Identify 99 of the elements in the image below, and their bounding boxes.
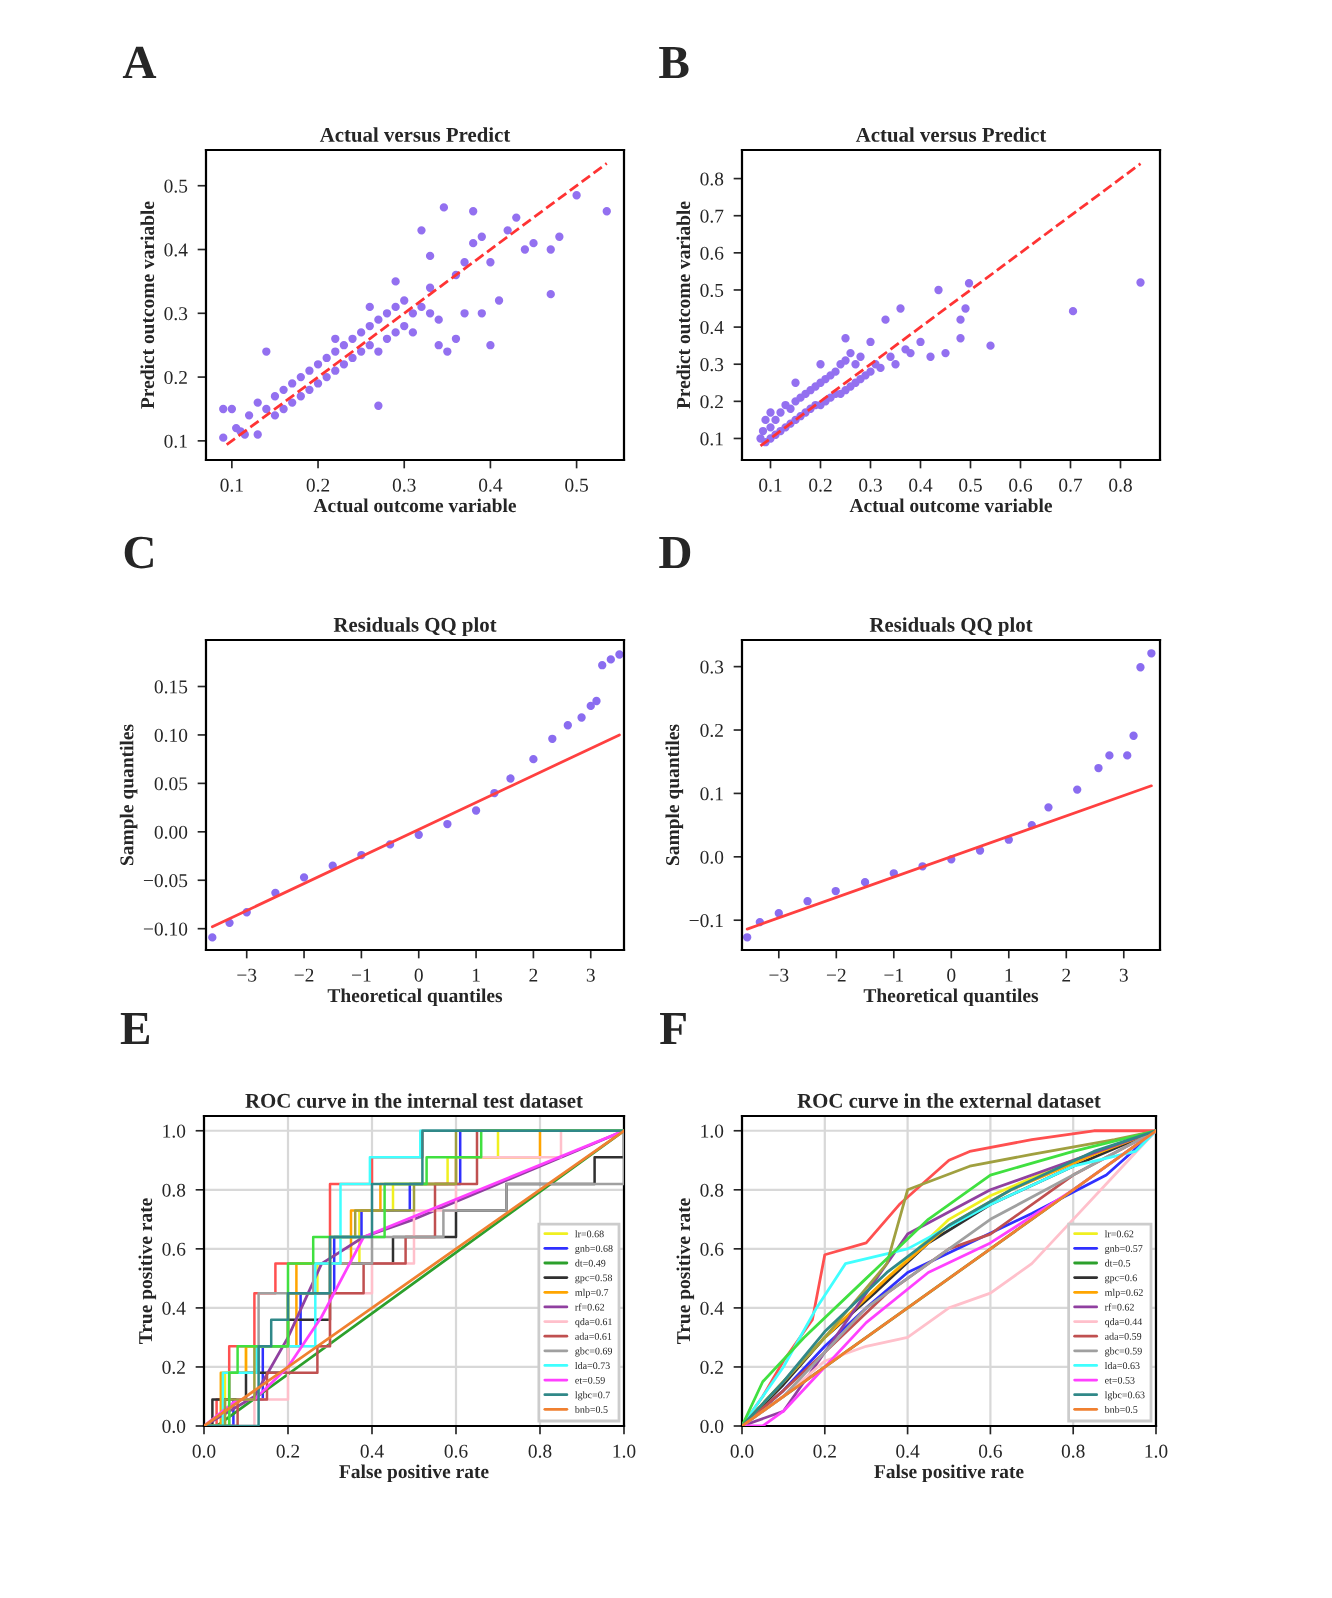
y-tick-label: 0.6 xyxy=(700,1242,724,1256)
x-tick-label: 1 xyxy=(1005,968,1013,982)
y-tick-label: 0.6 xyxy=(700,246,724,260)
y-tick-label: 0.5 xyxy=(164,179,188,193)
x-tick-label: 0.4 xyxy=(896,1444,920,1458)
y-tick-label: 0.4 xyxy=(162,1301,186,1315)
x-tick-label: 0.0 xyxy=(192,1444,216,1458)
x-tick-label: 0.6 xyxy=(444,1444,468,1458)
x-tick-label: 0.3 xyxy=(859,478,882,492)
y-tick-label: 0.2 xyxy=(164,370,187,385)
y-tick-label: −0.1 xyxy=(689,914,723,928)
text: E xyxy=(120,1013,150,1044)
y-tick-label: 0.0 xyxy=(162,1419,186,1434)
x-tick-label: 0.2 xyxy=(306,478,330,492)
x-axis-title: Theoretical quantiles xyxy=(327,988,503,1007)
x-tick-label: 0.2 xyxy=(276,1444,300,1458)
x-tick-label: 0.4 xyxy=(479,478,503,492)
y-axis-title: Predict outcome variable xyxy=(676,201,691,409)
x-tick-label: 0.1 xyxy=(220,478,243,492)
y-axis-title: True positive rate xyxy=(676,1198,695,1344)
x-tick-label: −3 xyxy=(237,968,257,982)
y-tick-label: 0.3 xyxy=(164,307,188,321)
y-tick-label: 0.00 xyxy=(154,825,188,839)
x-tick-label: 0 xyxy=(947,968,956,982)
y-axis-title: Sample quantiles xyxy=(119,724,138,865)
x-axis-title: False positive rate xyxy=(874,1464,1024,1483)
x-tick-label: 0.5 xyxy=(959,478,982,492)
x-tick-label: 1.0 xyxy=(1145,1444,1168,1458)
x-tick-label: 3 xyxy=(586,968,595,982)
y-tick-label: 0.8 xyxy=(700,1183,724,1197)
y-tick-label: 0.6 xyxy=(162,1242,186,1256)
y-tick-label: 0.2 xyxy=(700,1360,723,1374)
x-tick-label: 0.8 xyxy=(1109,478,1132,492)
y-tick-label: 0.2 xyxy=(162,1360,185,1374)
x-tick-label: 0 xyxy=(414,968,423,982)
y-tick-label: 0.8 xyxy=(162,1183,186,1197)
x-tick-label: 0.7 xyxy=(1059,478,1083,492)
x-tick-label: 0.1 xyxy=(759,478,782,492)
x-tick-label: 0.8 xyxy=(1061,1444,1085,1458)
x-tick-label: 0.8 xyxy=(528,1444,552,1458)
y-tick-label: 0.3 xyxy=(700,660,724,674)
x-tick-label: 0.4 xyxy=(909,478,933,492)
chart-title: Actual versus Predict xyxy=(855,127,1047,142)
y-tick-label: 0.1 xyxy=(700,432,723,446)
y-tick-label: 0.1 xyxy=(700,787,723,801)
x-tick-label: 1 xyxy=(472,968,480,982)
x-tick-label: 0.2 xyxy=(809,478,832,492)
x-tick-label: −1 xyxy=(884,968,903,982)
text: A xyxy=(122,46,157,78)
x-tick-label: 2 xyxy=(1062,968,1071,982)
chart-title: ROC curve in the external dataset xyxy=(797,1093,1101,1108)
y-tick-label: 0.10 xyxy=(154,728,188,742)
y-tick-label: 0.0 xyxy=(700,850,724,864)
y-tick-label: 0.2 xyxy=(700,395,723,409)
y-tick-label: −0.05 xyxy=(143,874,188,888)
x-axis-title: Theoretical quantiles xyxy=(863,988,1039,1007)
x-tick-label: −2 xyxy=(826,968,846,982)
text: C xyxy=(124,536,153,569)
x-tick-label: 2 xyxy=(529,968,538,982)
chart-title: Residuals QQ plot xyxy=(333,617,497,637)
text: F xyxy=(660,1013,686,1044)
x-tick-label: −3 xyxy=(769,968,789,982)
chart-title: Actual versus Predict xyxy=(319,127,511,142)
chart-title: ROC curve in the internal test dataset xyxy=(245,1093,583,1108)
chart-title: Residuals QQ plot xyxy=(869,617,1033,637)
x-axis-title: Actual outcome variable xyxy=(313,498,517,513)
x-tick-label: 0.5 xyxy=(565,478,588,492)
text: D xyxy=(659,537,691,569)
y-tick-label: −0.10 xyxy=(143,922,188,936)
y-tick-label: 0.05 xyxy=(154,777,188,791)
x-tick-label: 0.2 xyxy=(813,1444,836,1458)
x-axis-title: False positive rate xyxy=(339,1464,489,1483)
text: B xyxy=(659,47,689,79)
x-tick-label: 0.0 xyxy=(730,1444,754,1458)
y-tick-label: 0.5 xyxy=(700,283,724,297)
y-tick-label: 0.4 xyxy=(700,320,724,335)
y-tick-label: 0.4 xyxy=(700,1301,724,1315)
x-tick-label: 0.3 xyxy=(392,478,416,492)
y-tick-label: 0.3 xyxy=(700,358,724,372)
y-tick-label: 0.0 xyxy=(700,1419,724,1434)
x-tick-label: −2 xyxy=(294,968,314,982)
x-tick-label: 3 xyxy=(1119,968,1128,982)
x-tick-label: 0.6 xyxy=(978,1444,1002,1458)
y-tick-label: 0.7 xyxy=(700,209,724,223)
y-tick-label: 0.2 xyxy=(700,723,723,738)
x-tick-label: 0.4 xyxy=(360,1444,384,1458)
x-tick-label: −1 xyxy=(352,968,371,982)
y-tick-label: 0.15 xyxy=(154,680,188,694)
y-tick-label: 0.8 xyxy=(700,172,724,186)
y-tick-label: 1.0 xyxy=(163,1124,186,1138)
x-tick-label: 0.6 xyxy=(1009,478,1033,492)
x-axis-title: Actual outcome variable xyxy=(849,498,1053,513)
x-tick-label: 1.0 xyxy=(613,1444,636,1458)
y-tick-label: 0.4 xyxy=(164,243,188,257)
y-tick-label: 0.1 xyxy=(164,434,187,448)
y-tick-label: 1.0 xyxy=(701,1124,724,1138)
y-axis-title: True positive rate xyxy=(138,1198,157,1344)
y-axis-title: Predict outcome variable xyxy=(140,201,155,409)
y-axis-title: Sample quantiles xyxy=(665,724,684,865)
